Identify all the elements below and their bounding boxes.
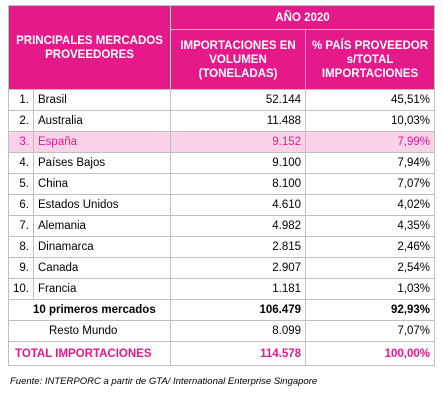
table-row: Resto Mundo 8.099 7,07% [7,320,436,342]
share: 2,46% [305,236,436,258]
table-row: TOTAL IMPORTACIONES 114.578 100,00% [7,341,436,366]
country: Alemania [32,215,172,237]
table-row: 5. China 8.100 7,07% [8,173,436,195]
rank: 8. [8,236,34,258]
row-label: TOTAL IMPORTACIONES [7,341,172,366]
volume: 1.181 [170,278,307,300]
volume: 9.100 [170,152,307,174]
table-row: 2. Australia 11.488 10,03% [8,110,436,132]
table-row: 10 primeros mercados 106.479 92,93% [7,299,436,321]
table-row: 8. Dinamarca 2.815 2,46% [8,236,436,258]
country: Dinamarca [32,236,172,258]
rank: 3. [8,131,34,153]
country: Francia [32,278,172,300]
share: 45,51% [305,89,436,111]
volume: 11.488 [170,110,307,132]
table-row: 10. Francia 1.181 1,03% [8,278,436,300]
table-body: 1. Brasil 52.144 45,51% 2. Australia 11.488 10,… [7,89,436,366]
rank: 10. [8,278,34,300]
rank: 7. [8,215,34,237]
share: 100,00% [305,341,436,366]
volume: 8.100 [170,173,307,195]
table-row: 4. Países Bajos 9.100 7,94% [8,152,436,174]
volume: 8.099 [170,320,307,342]
row-label: Resto Mundo [7,320,172,342]
source: Fuente: INTERPORC a partir de GTA/ Inter… [10,376,318,387]
share: 2,54% [305,257,436,279]
country: Brasil [32,89,172,111]
country: Países Bajos [32,152,172,174]
share: 7,07% [305,173,436,195]
volume: 52.144 [170,89,307,111]
table-row: 6. Estados Unidos 4.610 4,02% [8,194,436,216]
share: 4,35% [305,215,436,237]
rank: 4. [8,152,34,174]
country: Australia [32,110,172,132]
share: 1,03% [305,278,436,300]
header-volume: IMPORTACIONES EN VOLUMEN (TONELADAS) [170,29,307,90]
header-year: AÑO 2020 [170,5,436,30]
table-row: 1. Brasil 52.144 45,51% [8,89,436,111]
rank: 9. [8,257,34,279]
share: 7,07% [305,320,436,342]
country: España [32,131,172,153]
table-row: 9. Canada 2.907 2,54% [8,257,436,279]
volume: 114.578 [170,341,307,366]
volume: 9.152 [170,131,307,153]
volume: 2.907 [170,257,307,279]
imports-table: PRINCIPALES MERCADOS PROVEEDORES AÑO 2020… [7,5,436,366]
volume: 4.610 [170,194,307,216]
table-row: 3. España 9.152 7,99% [8,131,436,153]
share: 7,99% [305,131,436,153]
country: China [32,173,172,195]
header-markets: PRINCIPALES MERCADOS PROVEEDORES [7,5,172,90]
rank: 6. [8,194,34,216]
rank: 5. [8,173,34,195]
rank: 2. [8,110,34,132]
volume: 4.982 [170,215,307,237]
header-share: % PAÍS PROVEEDOR s/TOTAL IMPORTACIONES [305,29,436,90]
share: 4,02% [305,194,436,216]
volume: 2.815 [170,236,307,258]
rank: 1. [8,89,34,111]
country: Canada [32,257,172,279]
share: 7,94% [305,152,436,174]
table-row: 7. Alemania 4.982 4,35% [8,215,436,237]
volume: 106.479 [170,299,307,321]
share: 10,03% [305,110,436,132]
row-label: 10 primeros mercados [7,299,172,321]
country: Estados Unidos [32,194,172,216]
share: 92,93% [305,299,436,321]
